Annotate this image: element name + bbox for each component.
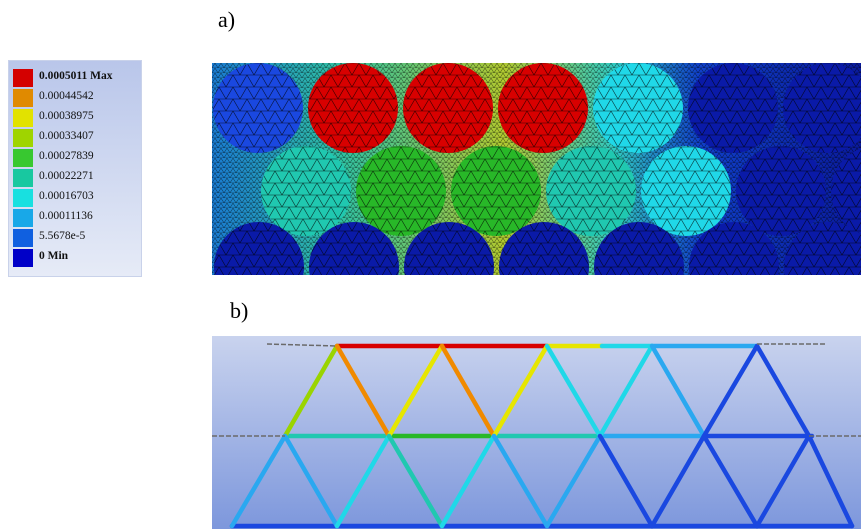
legend-swatch: [13, 189, 33, 207]
truss-member: [544, 343, 603, 439]
legend-swatch: [13, 129, 33, 147]
legend-swatch: [13, 149, 33, 167]
legend-swatch: [13, 169, 33, 187]
panel-a-label: a): [218, 7, 236, 32]
truss-member: [701, 433, 760, 529]
color-legend: 0.0005011 Max 0.00044542 0.00038975 0.00033…: [8, 60, 142, 277]
truss-member: [439, 433, 497, 529]
truss-member: [597, 433, 655, 529]
legend-entry: 0.00022271: [9, 169, 141, 187]
legend-swatch: [13, 89, 33, 107]
legend-value: 0 Min: [39, 250, 69, 262]
fiber-mesh: [641, 146, 731, 236]
legend-value: 0.00011136: [39, 210, 93, 222]
fiber-mesh: [546, 146, 636, 236]
legend-value: 5.5678e-5: [39, 230, 86, 242]
legend-value: 0.0005011 Max: [39, 70, 113, 82]
legend-swatch: [13, 69, 33, 87]
legend-entry: 0.0005011 Max: [9, 69, 141, 87]
fiber-mesh: [783, 63, 861, 153]
legend-value: 0.00033407: [39, 130, 94, 142]
fiber-mesh: [451, 146, 541, 236]
truss-member: [806, 433, 855, 529]
fiber-mesh: [736, 146, 826, 236]
truss-member: [334, 343, 392, 439]
contour-plot-a: [212, 63, 861, 275]
truss-member: [544, 433, 603, 529]
truss-member: [282, 343, 340, 439]
truss-member: [754, 433, 812, 529]
legend-swatch: [13, 229, 33, 247]
truss-member: [649, 433, 707, 529]
legend-value: 0.00027839: [39, 150, 94, 162]
legend-swatch: [13, 209, 33, 227]
truss-member: [386, 343, 445, 439]
fiber-mesh: [688, 63, 778, 153]
legend-entry: 5.5678e-5: [9, 229, 141, 247]
fiber-mesh: [593, 63, 683, 153]
truss-member: [597, 343, 655, 439]
truss-plot-b: [212, 336, 861, 529]
truss-member: [754, 343, 812, 439]
panel-b-label: b): [230, 298, 249, 323]
fiber-mesh: [831, 148, 861, 234]
legend-value: 0.00044542: [39, 90, 94, 102]
truss-member: [334, 433, 392, 529]
tether-line: [266, 343, 338, 347]
legend-entry: 0.00011136: [9, 209, 141, 227]
fiber-mesh: [499, 222, 589, 275]
fiber-mesh: [403, 63, 493, 153]
fiber-mesh: [213, 63, 303, 153]
truss-member: [282, 433, 340, 529]
truss-member: [491, 433, 550, 529]
fiber-mesh: [689, 222, 779, 275]
fiber-mesh: [261, 146, 351, 236]
truss-member: [386, 433, 445, 529]
fiber-mesh: [784, 222, 861, 275]
fiber-mesh: [309, 222, 399, 275]
fiber-mesh: [214, 222, 304, 275]
legend-swatch: [13, 109, 33, 127]
legend-value: 0.00022271: [39, 170, 94, 182]
legend-entry: 0.00044542: [9, 89, 141, 107]
legend-value: 0.00016703: [39, 190, 94, 202]
fiber-mesh: [404, 222, 494, 275]
truss-member: [229, 433, 288, 529]
fiber-mesh: [308, 63, 398, 153]
truss-member: [701, 343, 760, 439]
fiber-mesh: [594, 222, 684, 275]
truss-member: [649, 343, 707, 439]
fiber-mesh: [498, 63, 588, 153]
legend-entry: 0.00033407: [9, 129, 141, 147]
legend-entry: 0.00038975: [9, 109, 141, 127]
legend-swatch: [13, 249, 33, 267]
fiber-mesh: [356, 146, 446, 236]
truss-member: [491, 343, 550, 439]
legend-value: 0.00038975: [39, 110, 94, 122]
legend-entry: 0.00016703: [9, 189, 141, 207]
legend-entry: 0 Min: [9, 249, 141, 267]
legend-entry: 0.00027839: [9, 149, 141, 167]
truss-member: [439, 343, 497, 439]
